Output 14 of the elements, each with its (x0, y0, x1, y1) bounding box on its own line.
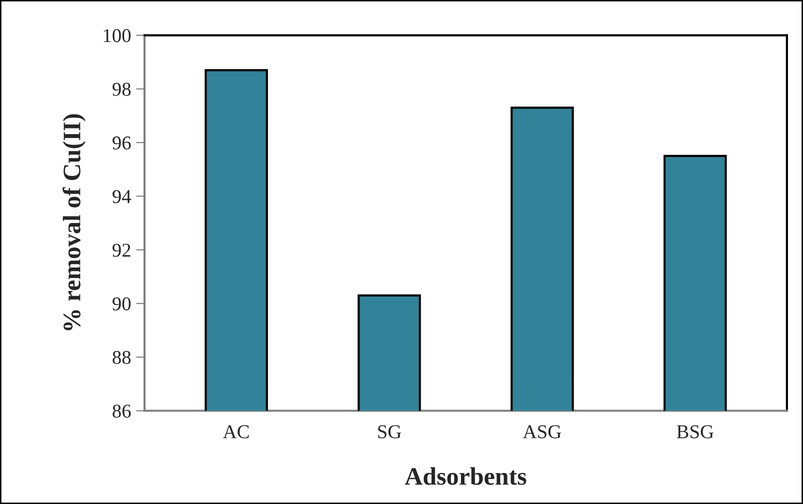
x-tick-label: BSG (676, 425, 714, 438)
y-tick-label: 90 (112, 297, 131, 310)
y-tick-label: 86 (112, 404, 131, 418)
x-tick-label: ASG (522, 425, 562, 438)
y-tick-label: 92 (112, 244, 130, 257)
y-axis-title: % removal of Cu(II) (62, 114, 86, 330)
y-tick-label: 100 (104, 29, 131, 42)
x-tick-label: AC (222, 425, 249, 438)
y-tick-label: 96 (112, 136, 131, 150)
y-tick-label: 94 (112, 190, 132, 204)
x-tick-label: SG (378, 425, 402, 438)
y-tick-label: 88 (112, 350, 131, 364)
y-tick-label: 98 (112, 82, 131, 96)
x-axis-title: Adsorbents (404, 467, 526, 485)
